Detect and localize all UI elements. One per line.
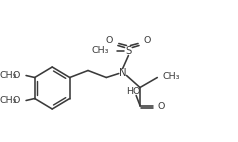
Text: CH₃: CH₃: [0, 71, 17, 80]
Text: CH₃: CH₃: [92, 46, 109, 55]
Text: S: S: [125, 45, 132, 56]
Text: O: O: [13, 96, 20, 105]
Text: N: N: [119, 67, 126, 78]
Text: O: O: [106, 36, 113, 45]
Text: CH₃: CH₃: [162, 72, 180, 81]
Text: O: O: [144, 36, 151, 45]
Text: O: O: [13, 71, 20, 80]
Text: HO: HO: [126, 87, 140, 96]
Text: O: O: [157, 102, 165, 111]
Text: CH₃: CH₃: [0, 96, 17, 105]
